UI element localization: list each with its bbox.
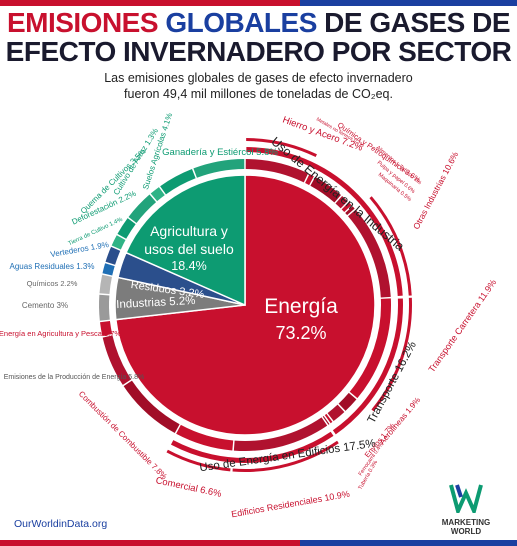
subsector-segment-17 bbox=[99, 294, 110, 321]
logo-word-2: WORLD bbox=[450, 527, 482, 536]
subsector-label-18: Químicos 2.2% bbox=[27, 279, 78, 288]
subsector-label-26: Ganadería y Estiércol 5.8% bbox=[162, 147, 278, 158]
logo-word-1: MARKETING bbox=[441, 518, 491, 527]
subsector-label-14: Combustión de Combustible 7.8% bbox=[77, 389, 169, 481]
outer-arc-4 bbox=[166, 449, 231, 472]
subsector-segment-20 bbox=[105, 246, 121, 265]
subtitle: Las emisiones globales de gases de efect… bbox=[60, 70, 457, 102]
title-line-2: EFECTO INVERNADERO POR SECTOR bbox=[5, 36, 512, 67]
title-word-globales: GLOBALES bbox=[165, 7, 317, 38]
subsector-segment-26 bbox=[193, 159, 245, 178]
subsector-label-19: Aguas Residuales 1.3% bbox=[10, 262, 95, 271]
subsector-segment-13 bbox=[176, 424, 234, 451]
bottom-accent-bar bbox=[0, 540, 517, 546]
subsector-segment-16 bbox=[100, 321, 113, 337]
slice-label-agricultura-2: usos del suelo bbox=[144, 241, 234, 257]
slice-pct-energia: 73.2% bbox=[275, 323, 326, 343]
subsector-label-7: Transporte Carretera 11.9% bbox=[426, 277, 498, 374]
pie-slice-3 bbox=[125, 174, 246, 307]
title-word-emisiones: EMISIONES bbox=[6, 7, 159, 38]
subsector-label-13: Comercial 6.6% bbox=[155, 475, 223, 500]
marketing-world-logo: MARKETING WORLD bbox=[437, 483, 495, 536]
subsector-label-6: Otras Industrias 10.6% bbox=[411, 150, 461, 231]
subsector-segment-22 bbox=[117, 218, 136, 239]
subsector-segment-5 bbox=[345, 206, 355, 216]
slice-label-energia: Energía bbox=[264, 295, 338, 318]
subsector-segment-2 bbox=[310, 176, 341, 203]
page-title: EMISIONES GLOBALES DE GASES DE EFECTO IN… bbox=[0, 8, 517, 66]
subsector-segment-9 bbox=[327, 404, 345, 422]
subtitle-line-1: Las emisiones globales de gases de efect… bbox=[104, 71, 413, 85]
slice-label-agricultura-1: Agricultura y bbox=[150, 223, 228, 239]
subsector-segment-25 bbox=[160, 168, 196, 195]
logo-mark-icon bbox=[449, 484, 483, 517]
subsector-segment-10 bbox=[324, 413, 333, 424]
outer-arc-0 bbox=[246, 138, 317, 158]
subsector-segment-7 bbox=[349, 298, 391, 399]
group-arc-2 bbox=[170, 431, 334, 463]
subsector-segment-21 bbox=[111, 235, 126, 250]
slice-label-industrias: Industrias 5.2% bbox=[116, 295, 196, 311]
subsector-segment-6 bbox=[348, 209, 391, 298]
subsector-segment-24 bbox=[150, 187, 165, 202]
top-accent-bar bbox=[0, 0, 517, 6]
subsector-segment-23 bbox=[128, 194, 157, 223]
source-link[interactable]: OurWorldinData.org bbox=[14, 518, 108, 530]
slice-pct-agricultura: 18.4% bbox=[171, 259, 206, 273]
group-arc-1 bbox=[332, 298, 403, 435]
subsector-label-17: Cemento 3% bbox=[22, 301, 68, 310]
subsector-segment-11 bbox=[322, 415, 330, 425]
subsector-segment-1 bbox=[305, 174, 314, 186]
subsector-label-12: Edificios Residenciales 10.9% bbox=[230, 489, 350, 520]
subtitle-line-2: fueron 49,4 mil millones de toneladas de… bbox=[124, 87, 393, 101]
subsector-segment-12 bbox=[233, 417, 328, 451]
subsector-segment-15 bbox=[102, 335, 132, 385]
subsector-segment-4 bbox=[341, 202, 352, 213]
subsector-segment-0 bbox=[245, 159, 309, 183]
subsector-label-16: Energía en Agricultura y Pesca 1.7% bbox=[0, 329, 121, 338]
subsector-segment-8 bbox=[338, 392, 357, 411]
subsector-segment-14 bbox=[123, 380, 180, 434]
title-word-rest: DE GASES DE bbox=[324, 7, 511, 38]
subsector-segment-19 bbox=[102, 263, 115, 276]
subsector-label-15: Emisiones de la Producción de Energía 5.… bbox=[4, 374, 144, 381]
subsector-segment-18 bbox=[99, 274, 112, 295]
subsector-segment-3 bbox=[335, 195, 348, 209]
outer-arc-2 bbox=[371, 297, 413, 412]
outer-arc-3 bbox=[232, 440, 339, 472]
